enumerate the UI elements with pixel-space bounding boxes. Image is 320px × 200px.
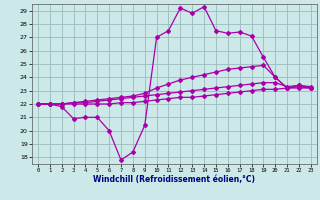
X-axis label: Windchill (Refroidissement éolien,°C): Windchill (Refroidissement éolien,°C) <box>93 175 255 184</box>
